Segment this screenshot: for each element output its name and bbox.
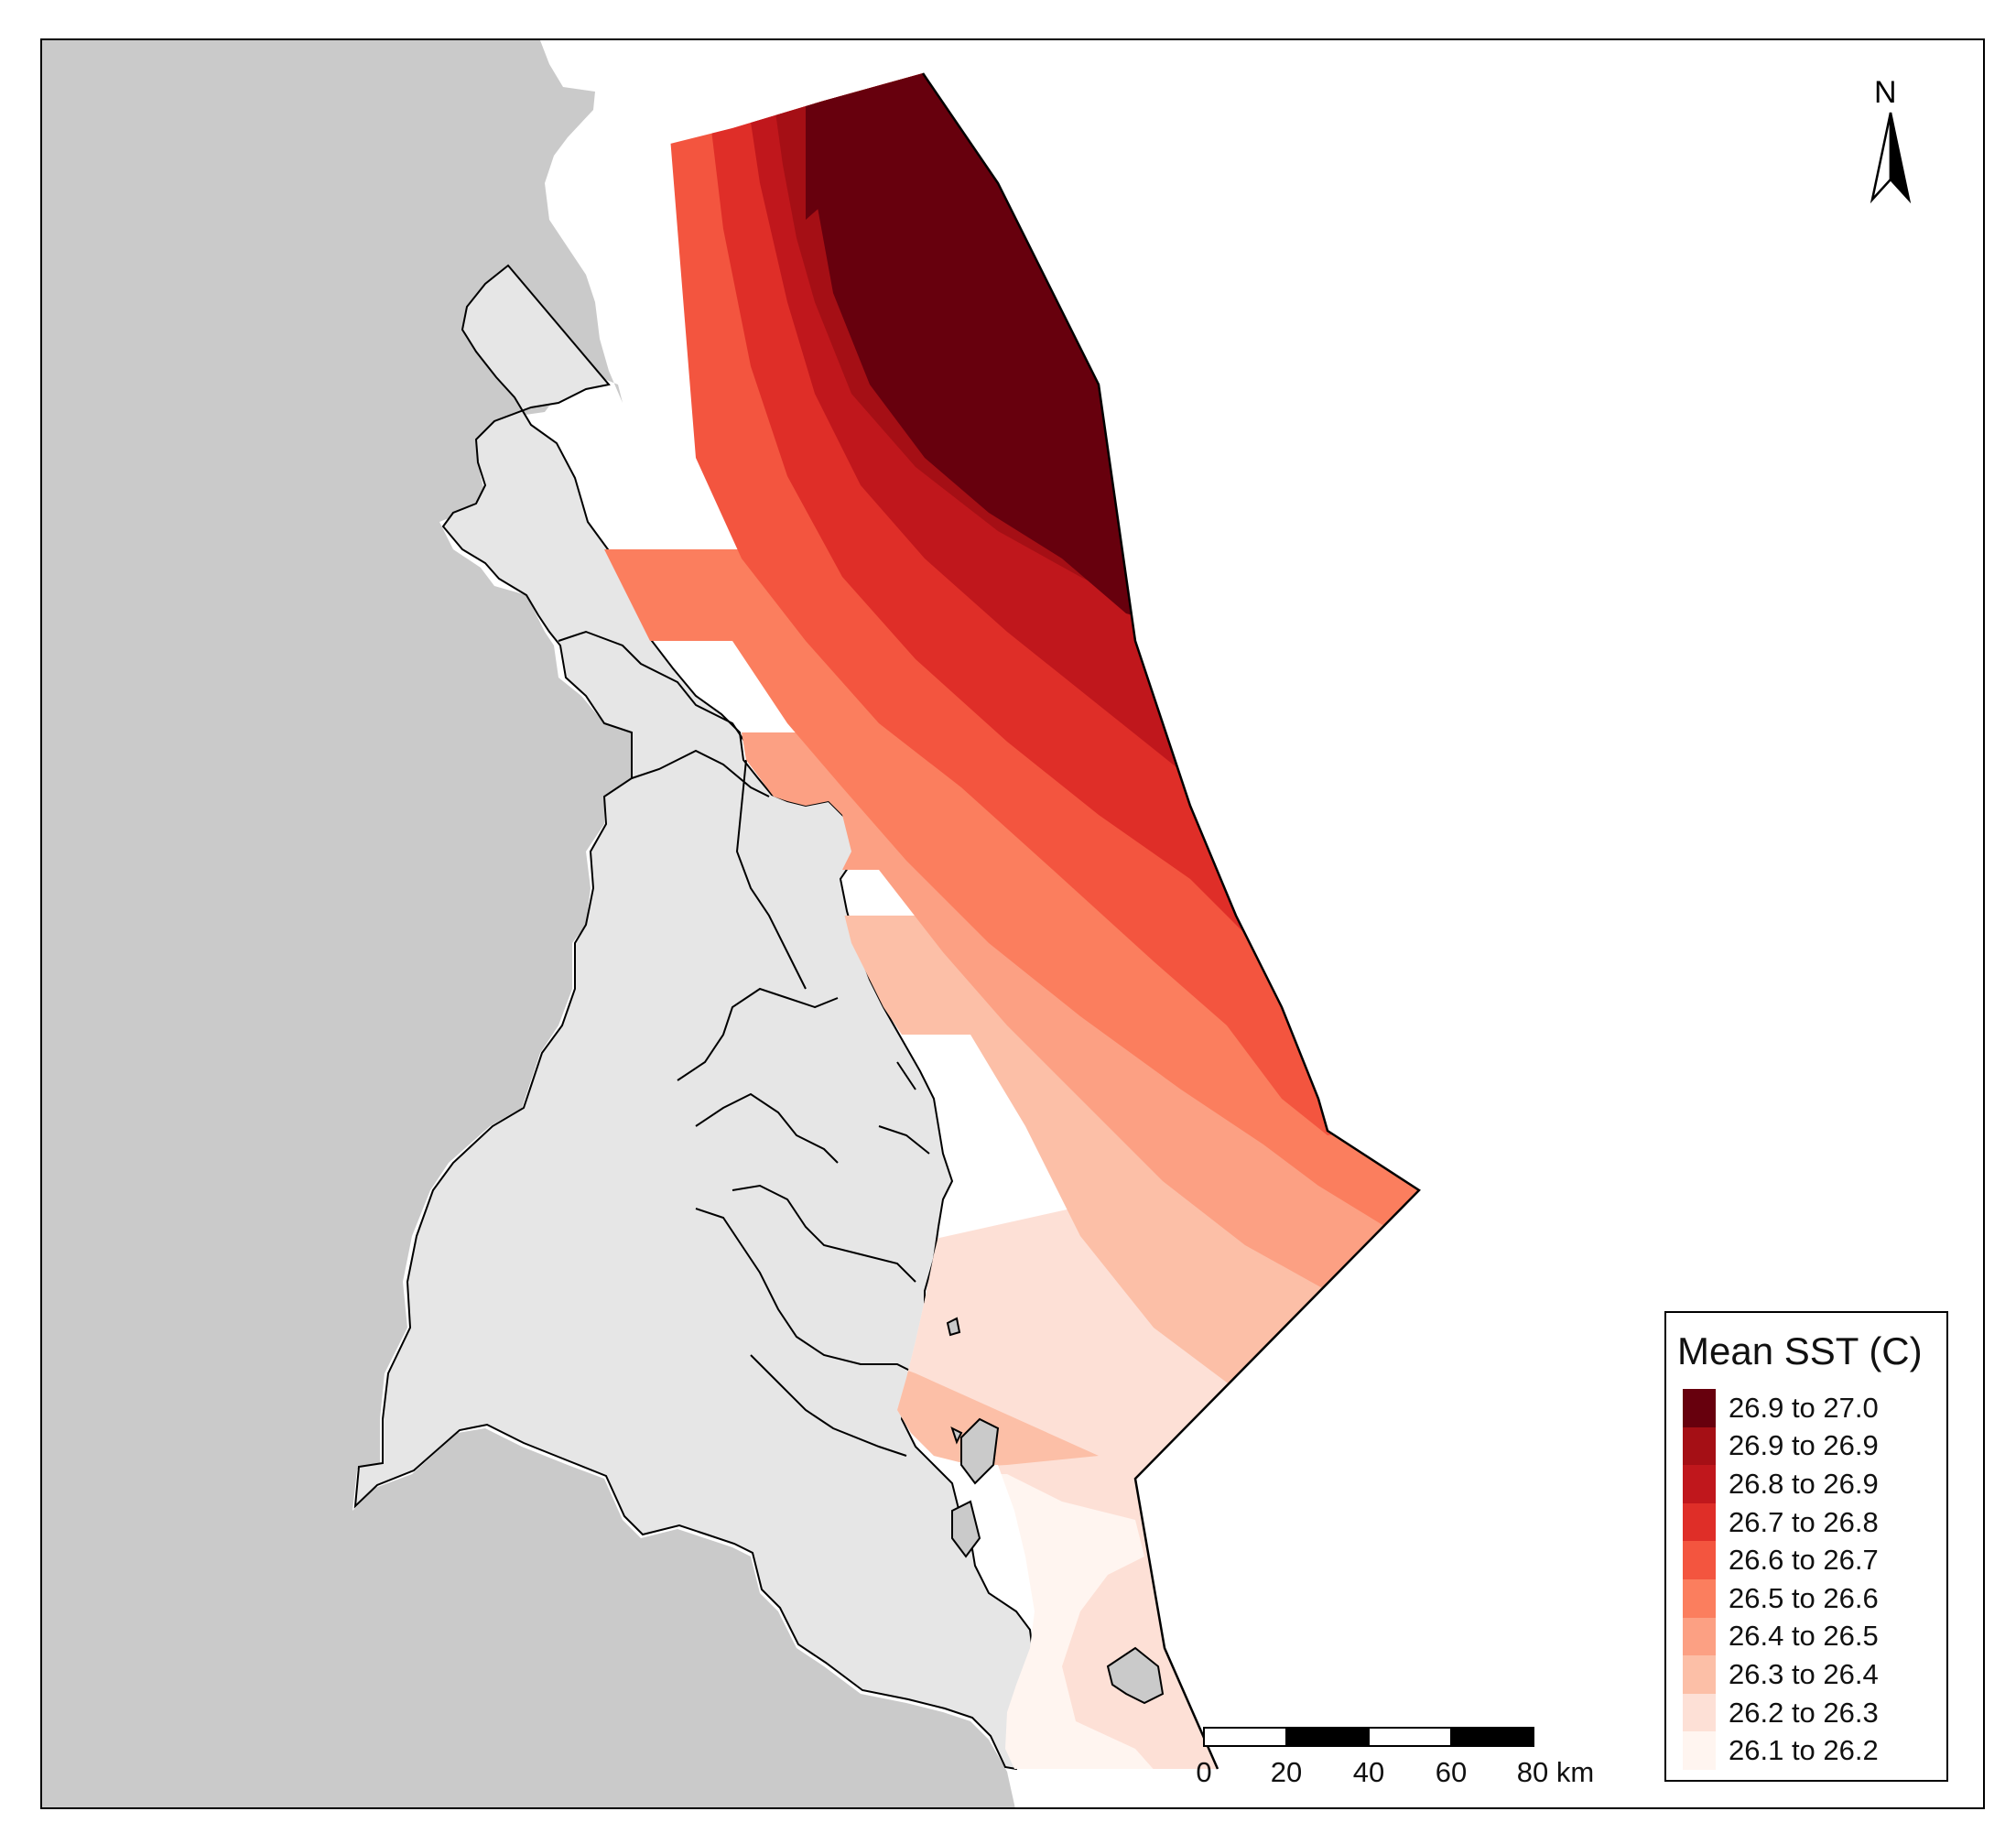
study-region-outline: [921, 72, 1421, 1770]
legend-label: 26.5 to 26.6: [1729, 1581, 1879, 1614]
islands: [946, 1317, 1165, 1705]
legend-item: 26.1 to 26.2: [1683, 1731, 1879, 1770]
legend-item: 26.9 to 27.0: [1683, 1389, 1879, 1427]
catchment-areas: [353, 264, 1036, 1771]
legend-label: 26.8 to 26.9: [1729, 1467, 1879, 1500]
legend-swatch: [1683, 1693, 1716, 1732]
scale-tick-label: 0: [1196, 1756, 1212, 1788]
legend-swatch: [1683, 1578, 1716, 1618]
legend-item: 26.8 to 26.9: [1683, 1465, 1879, 1503]
outer-land: [42, 40, 1015, 1807]
legend-items: 26.9 to 27.0 26.9 to 26.9 26.8 to 26.9 26.7…: [1683, 1389, 1879, 1770]
legend-label: 26.2 to 26.3: [1729, 1696, 1879, 1729]
legend-label: 26.6 to 26.7: [1729, 1544, 1879, 1577]
legend-label: 26.7 to 26.8: [1729, 1505, 1879, 1538]
legend-label: 26.1 to 26.2: [1729, 1734, 1879, 1767]
scale-tick-label: 60: [1435, 1756, 1468, 1788]
legend-item: 26.2 to 26.3: [1683, 1693, 1879, 1732]
legend-item: 26.5 to 26.6: [1683, 1578, 1879, 1618]
legend-swatch: [1683, 1655, 1716, 1694]
legend-item: 26.4 to 26.5: [1683, 1617, 1879, 1656]
catchment-boundaries: [558, 630, 930, 1457]
scale-tick-label: 20: [1270, 1756, 1303, 1788]
legend-item: 26.3 to 26.4: [1683, 1655, 1879, 1694]
legend-label: 26.4 to 26.5: [1729, 1620, 1879, 1653]
legend-label: 26.9 to 26.9: [1729, 1429, 1879, 1462]
legend-item: 26.6 to 26.7: [1683, 1541, 1879, 1579]
north-arrow-icon: [1870, 112, 1912, 204]
scale-bar: [1203, 1727, 1534, 1747]
legend-swatch: [1683, 1502, 1716, 1542]
legend-swatch: [1683, 1731, 1716, 1770]
legend-item: 26.7 to 26.8: [1683, 1502, 1879, 1542]
legend-label: 26.9 to 27.0: [1729, 1391, 1879, 1424]
legend-item: 26.9 to 26.9: [1683, 1426, 1879, 1466]
legend: Mean SST (C) 26.9 to 27.0 26.9 to 26.9 26.…: [1664, 1311, 1948, 1782]
scale-tick-label: 80 km: [1516, 1756, 1595, 1788]
north-label: N: [1874, 75, 1897, 110]
legend-swatch: [1683, 1541, 1716, 1579]
legend-swatch: [1683, 1389, 1716, 1427]
scale-tick-label: 40: [1352, 1756, 1385, 1788]
legend-swatch: [1683, 1465, 1716, 1503]
legend-swatch: [1683, 1426, 1716, 1466]
legend-swatch: [1683, 1617, 1716, 1656]
legend-title: Mean SST (C): [1677, 1329, 1923, 1372]
legend-label: 26.3 to 26.4: [1729, 1657, 1879, 1690]
